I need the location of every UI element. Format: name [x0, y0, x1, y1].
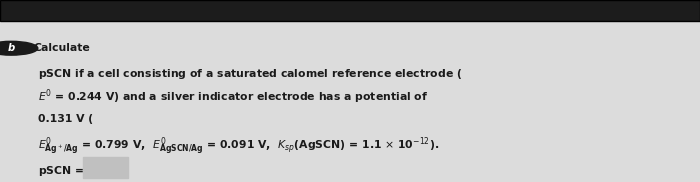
- Text: Calculate: Calculate: [34, 43, 90, 53]
- Text: 0.131 V (: 0.131 V (: [38, 114, 94, 124]
- Text: p$\mathbf{SCN}$ if a cell consisting of a saturated calomel reference electrode : p$\mathbf{SCN}$ if a cell consisting of …: [38, 67, 463, 81]
- FancyBboxPatch shape: [0, 0, 700, 21]
- Text: p$\mathbf{SCN}$ =: p$\mathbf{SCN}$ =: [38, 164, 85, 178]
- FancyBboxPatch shape: [83, 157, 128, 178]
- Text: $E^0_{\mathregular{Ag}^+\mathregular{/Ag}}$ = 0.799 V,  $E^0_{\mathregular{AgSCN: $E^0_{\mathregular{Ag}^+\mathregular{/Ag…: [38, 135, 440, 158]
- Text: b: b: [8, 43, 15, 53]
- Text: $E^0$ = 0.244 V) and a silver indicator electrode has a potential of: $E^0$ = 0.244 V) and a silver indicator …: [38, 88, 429, 106]
- Circle shape: [0, 41, 38, 55]
